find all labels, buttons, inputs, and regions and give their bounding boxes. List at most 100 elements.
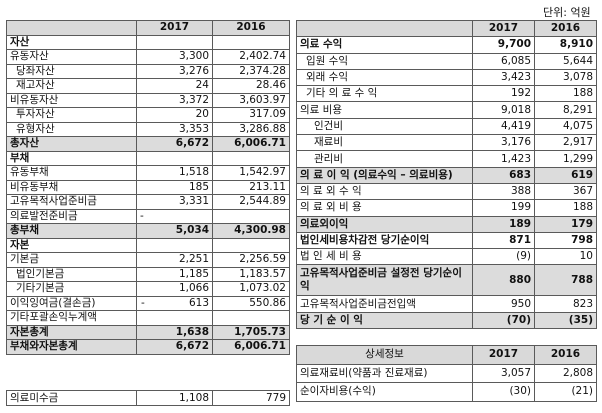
balance-sheet-row-value-2016: 317.09 xyxy=(212,107,290,123)
detail-row-label: 의료재료비(약품과 진료재료) xyxy=(296,363,473,383)
balance-sheet-row-label: 의료발전준비금 xyxy=(6,208,137,224)
header-year-2017: 2017 xyxy=(136,20,213,36)
balance-sheet-row-label: 유동부채 xyxy=(6,165,137,181)
income-statement-row-value-2017: 3,423 xyxy=(472,68,535,87)
income-statement-row-value-2017: 6,085 xyxy=(472,52,535,70)
income-statement-row: 고유목적사업준비금전입액 950 823 xyxy=(296,295,597,313)
balance-sheet-row: 유동부채 1,518 1,542.97 xyxy=(6,165,290,181)
income-statement-row-label: 고유목적사업준비금 설정전 당기순이익 xyxy=(296,264,473,297)
income-statement-row-label: 기타 의 료 수 익 xyxy=(296,85,473,103)
balance-sheet-row-value-2016: 2,544.89 xyxy=(212,194,290,210)
income-statement-table: 2017 2016 의료 수익 9,700 8,910 입원 수익 6,085 5,644… xyxy=(296,19,597,330)
balance-sheet-row-value-2016: 1,542.97 xyxy=(212,165,290,181)
balance-sheet-row-value-2017: 20 xyxy=(136,107,213,123)
income-statement-row: 기타 의 료 수 익 192 188 xyxy=(296,85,597,103)
income-statement-row-value-2016: 823 xyxy=(534,295,597,313)
income-statement-row-value-2017: (70) xyxy=(472,311,535,330)
income-statement-row: 의 료 이 익 (의료수익 – 의료비용) 683 619 xyxy=(296,166,597,184)
balance-sheet-row-value-2017: 3,276 xyxy=(136,63,213,79)
balance-sheet-row-value-2017: 3,331 xyxy=(136,194,213,210)
income-statement-row: 재료비 3,176 2,917 xyxy=(296,134,597,152)
balance-sheet-row: 법인기본금 1,185 1,183.57 xyxy=(6,266,290,282)
income-statement-row-value-2017: 871 xyxy=(472,231,535,250)
unit-label: 단위: 억원 xyxy=(543,6,591,19)
balance-sheet-row-value-2016 xyxy=(212,150,290,166)
header-year-2017: 2017 xyxy=(472,345,535,365)
balance-sheet-row-value-2016 xyxy=(212,34,290,50)
income-statement-row-label: 당 기 순 이 익 xyxy=(296,311,473,330)
balance-sheet-row-value-2017: 1,185 xyxy=(136,266,213,282)
balance-sheet-row-value-2017: - xyxy=(136,208,213,224)
income-statement-row-label: 의 료 이 익 (의료수익 – 의료비용) xyxy=(296,166,473,184)
balance-sheet-row-value-2016 xyxy=(212,310,290,326)
header-year-2016: 2016 xyxy=(534,345,597,365)
balance-sheet-table: 2017 2016 자산 유동자산 3,300 2,402.74 당좌자산 3,276 2,… xyxy=(6,20,290,355)
balance-sheet-row-value-2017: 6,672 xyxy=(136,136,213,152)
income-statement-row: 관리비 1,423 1,299 xyxy=(296,150,597,168)
balance-sheet-row-label: 부채와자본총계 xyxy=(6,339,137,355)
receivable-table: 의료미수금 1,108 779 xyxy=(6,390,290,406)
detail-row-value-2017: 3,057 xyxy=(472,363,535,383)
balance-sheet-row-value-2016: 3,286.88 xyxy=(212,121,290,137)
income-statement-row-label: 의 료 외 비 용 xyxy=(296,199,473,217)
balance-sheet-row-value-2016 xyxy=(212,237,290,253)
balance-sheet-row-value-2017 xyxy=(136,237,213,253)
income-statement-row: 법인세비용차감전 당기순이익 871 798 xyxy=(296,231,597,250)
balance-sheet-row: 자본 xyxy=(6,237,290,253)
balance-sheet-row-label: 재고자산 xyxy=(6,78,137,94)
balance-sheet-row-value-2016 xyxy=(212,208,290,224)
income-statement-row-value-2016: 179 xyxy=(534,215,597,233)
balance-sheet-row-value-2016: 550.86 xyxy=(212,295,290,311)
income-statement-row-label: 입원 수익 xyxy=(296,52,473,70)
balance-sheet-row: 재고자산 24 28.46 xyxy=(6,78,290,94)
receivable-value-2016: 779 xyxy=(212,390,290,406)
balance-sheet-row-value-2016: 6,006.71 xyxy=(212,339,290,355)
balance-sheet-row-label: 부채 xyxy=(6,150,137,166)
balance-sheet-row-label: 자산 xyxy=(6,34,137,50)
balance-sheet-row-label: 기본금 xyxy=(6,252,137,268)
receivable-value-2017: 1,108 xyxy=(136,390,213,406)
income-statement-row-value-2016: 1,299 xyxy=(534,150,597,168)
income-statement-row-value-2016: 8,910 xyxy=(534,36,597,54)
balance-sheet-row: 부채 xyxy=(6,150,290,166)
income-statement-row-value-2016: 8,291 xyxy=(534,101,597,119)
balance-sheet-row-value-2017: 1,066 xyxy=(136,281,213,297)
balance-sheet-row: 총부채 5,034 4,300.98 xyxy=(6,223,290,239)
income-statement-row: 의 료 외 수 익 388 367 xyxy=(296,182,597,201)
income-statement-header: 2017 2016 xyxy=(296,19,597,38)
balance-sheet-row-value-2016: 6,006.71 xyxy=(212,136,290,152)
header-year-2016: 2016 xyxy=(534,19,597,38)
balance-sheet-row-value-2017: 1,518 xyxy=(136,165,213,181)
header-year-2017: 2017 xyxy=(472,19,535,38)
balance-sheet-row: 비유동부채 185 213.11 xyxy=(6,179,290,195)
balance-sheet-row-label: 당좌자산 xyxy=(6,63,137,79)
balance-sheet-row: 이익잉여금(결손금) - 613 550.86 xyxy=(6,295,290,311)
receivable-row: 의료미수금 1,108 779 xyxy=(6,390,290,406)
income-statement-row: 인건비 4,419 4,075 xyxy=(296,117,597,136)
balance-sheet-row-label: 총부채 xyxy=(6,223,137,239)
balance-sheet-row: 비유동자산 3,372 3,603.97 xyxy=(6,92,290,108)
balance-sheet-row-value-2016: 3,603.97 xyxy=(212,92,290,108)
income-statement-row-label: 의료 비용 xyxy=(296,101,473,119)
income-statement-row-label: 법인세비용차감전 당기순이익 xyxy=(296,231,473,250)
balance-sheet-row-value-2016: 4,300.98 xyxy=(212,223,290,239)
income-statement-row-label: 외래 수익 xyxy=(296,68,473,87)
detail-table: 상세정보 2017 2016 의료재료비(약품과 진료재료) 3,057 2,808… xyxy=(296,345,597,402)
header-year-2016: 2016 xyxy=(212,20,290,36)
balance-sheet-row-value-2016: 2,374.28 xyxy=(212,63,290,79)
income-statement-row-value-2017: 880 xyxy=(472,264,535,297)
detail-row-value-2016: 2,808 xyxy=(534,363,597,383)
balance-sheet-row-value-2017: 1,638 xyxy=(136,324,213,340)
balance-sheet-row: 기본금 2,251 2,256.59 xyxy=(6,252,290,268)
balance-sheet-row-value-2017: - 613 xyxy=(136,295,213,311)
balance-sheet-row: 투자자산 20 317.09 xyxy=(6,107,290,123)
income-statement-row-value-2017: 189 xyxy=(472,215,535,233)
detail-title: 상세정보 xyxy=(296,345,473,365)
balance-sheet-row-value-2017: 3,353 xyxy=(136,121,213,137)
balance-sheet-row-value-2017 xyxy=(136,34,213,50)
balance-sheet-row: 유형자산 3,353 3,286.88 xyxy=(6,121,290,137)
balance-sheet-row-label: 유동자산 xyxy=(6,49,137,65)
balance-sheet-row: 당좌자산 3,276 2,374.28 xyxy=(6,63,290,79)
income-statement-row: 외래 수익 3,423 3,078 xyxy=(296,68,597,87)
income-statement-row: 입원 수익 6,085 5,644 xyxy=(296,52,597,70)
